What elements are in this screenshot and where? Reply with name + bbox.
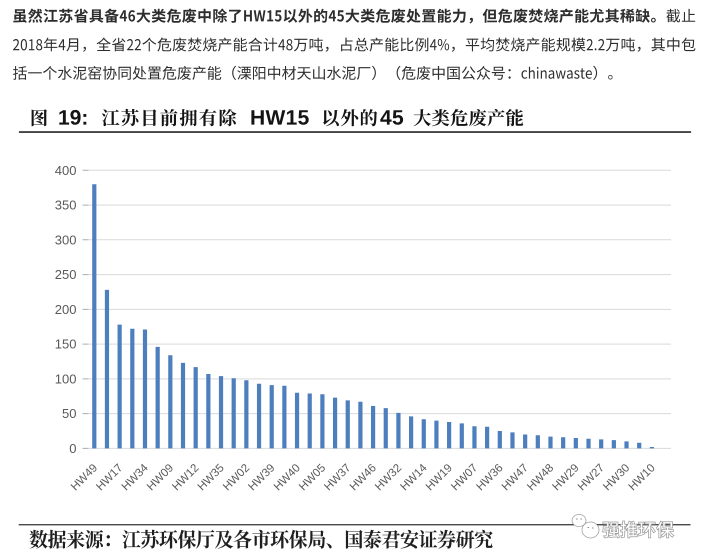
svg-text:0: 0	[69, 441, 76, 456]
svg-text:HW48: HW48	[525, 462, 556, 493]
svg-text:HW05: HW05	[297, 462, 328, 493]
svg-text:HW30: HW30	[601, 462, 632, 493]
svg-text:350: 350	[55, 198, 77, 213]
svg-text:HW10: HW10	[627, 462, 658, 493]
svg-text:50: 50	[62, 406, 76, 421]
svg-text:250: 250	[55, 267, 77, 282]
svg-text:150: 150	[55, 337, 77, 352]
svg-text:HW39: HW39	[246, 462, 277, 493]
svg-text:HW09: HW09	[145, 462, 176, 493]
svg-text:HW36: HW36	[475, 462, 506, 493]
svg-text:300: 300	[55, 232, 77, 247]
svg-text:HW46: HW46	[348, 462, 379, 493]
svg-text:HW37: HW37	[322, 462, 353, 493]
svg-text:HW17: HW17	[94, 462, 125, 493]
svg-text:HW02: HW02	[221, 462, 252, 493]
svg-text:HW32: HW32	[373, 462, 404, 493]
svg-text:HW07: HW07	[449, 462, 480, 493]
svg-text:HW14: HW14	[399, 462, 431, 494]
svg-text:HW40: HW40	[272, 462, 303, 493]
svg-text:400: 400	[55, 163, 77, 178]
svg-text:100: 100	[55, 372, 77, 387]
svg-text:HW12: HW12	[170, 462, 201, 493]
svg-text:HW34: HW34	[120, 462, 152, 494]
svg-text:200: 200	[55, 302, 77, 317]
svg-text:HW27: HW27	[576, 462, 607, 493]
svg-text:HW19: HW19	[424, 462, 455, 493]
svg-text:HW47: HW47	[500, 462, 531, 493]
svg-text:HW29: HW29	[551, 462, 582, 493]
svg-text:HW35: HW35	[196, 462, 227, 493]
svg-text:HW49: HW49	[69, 462, 100, 493]
